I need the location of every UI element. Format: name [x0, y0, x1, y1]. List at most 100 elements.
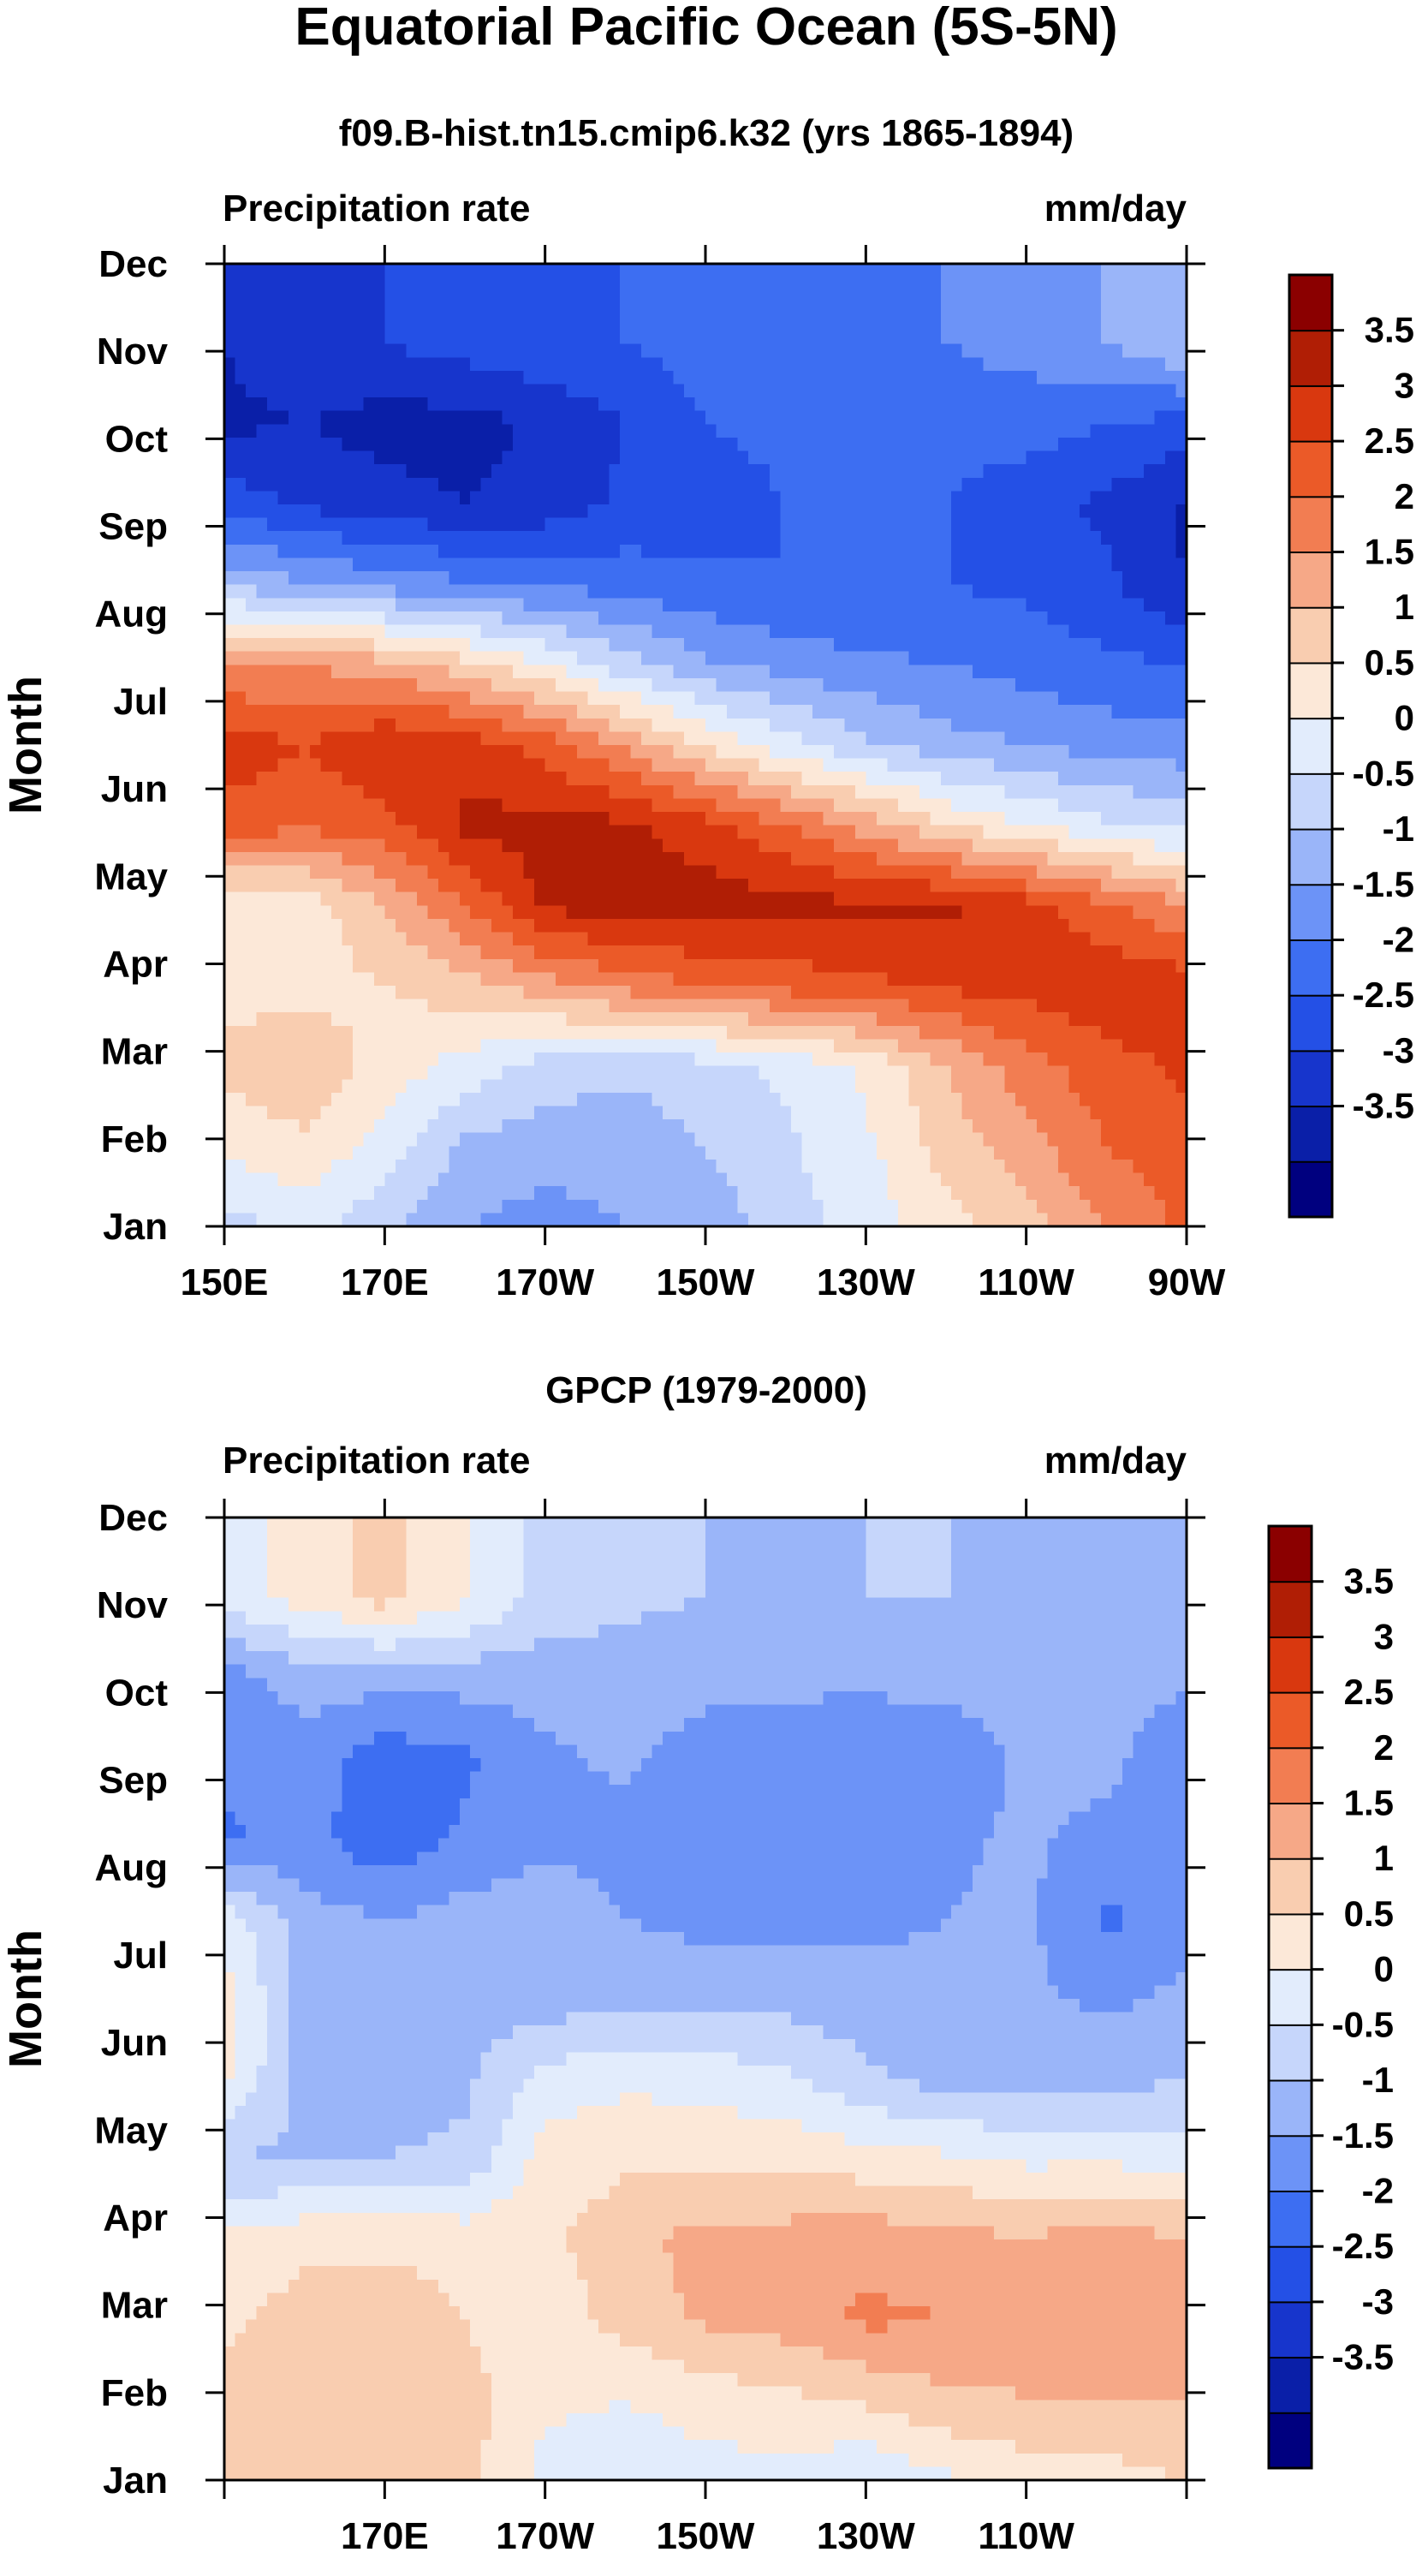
heatmap-cell [1144, 397, 1156, 412]
heatmap-cell [320, 397, 332, 412]
heatmap-cell [320, 571, 332, 586]
heatmap-cell [1101, 784, 1113, 800]
heatmap-cell [277, 264, 289, 278]
heatmap-cell [566, 891, 578, 906]
heatmap-cell [940, 851, 952, 867]
heatmap-cell [769, 357, 782, 372]
heatmap-cell [663, 584, 675, 599]
heatmap-cell [1004, 851, 1016, 867]
heatmap-cell [320, 277, 332, 291]
heatmap-cell [620, 331, 632, 345]
heatmap-cell [769, 784, 782, 800]
heatmap-cell [609, 277, 621, 291]
heatmap-cell [801, 918, 813, 933]
heatmap-cell [373, 357, 385, 372]
heatmap-cell [363, 397, 375, 412]
heatmap-cell [330, 731, 342, 746]
heatmap-cell [652, 758, 663, 772]
heatmap-cell [726, 584, 739, 599]
heatmap-cell [1090, 624, 1102, 639]
heatmap-cell [1154, 317, 1166, 331]
heatmap-cell [897, 370, 909, 385]
heatmap-cell [673, 277, 685, 291]
heatmap-cell [427, 343, 439, 358]
heatmap-cell [1058, 784, 1070, 800]
heatmap-cell [566, 932, 578, 946]
heatmap-cell [854, 357, 866, 372]
heatmap-cell [694, 517, 706, 532]
heatmap-cell [1068, 905, 1080, 920]
heatmap-cell [951, 410, 963, 425]
heatmap-cell [684, 343, 696, 358]
heatmap-cell [1154, 290, 1166, 305]
heatmap-cell [1026, 718, 1038, 732]
heatmap-cell [876, 410, 888, 425]
heatmap-cell [630, 691, 642, 706]
heatmap-cell [352, 651, 364, 665]
heatmap-cell [833, 277, 845, 291]
heatmap-cell [726, 331, 739, 345]
heatmap-cell [887, 477, 899, 492]
heatmap-cell [844, 745, 856, 760]
heatmap-cell [994, 879, 1006, 893]
heatmap-cell [1058, 531, 1070, 546]
heatmap-cell [961, 558, 973, 572]
heatmap-cell [373, 277, 385, 291]
heatmap-cell [716, 504, 728, 519]
heatmap-cell [951, 303, 963, 319]
heatmap-cell [652, 357, 663, 372]
heatmap-cell [833, 651, 845, 665]
heatmap-cell [897, 798, 909, 813]
heatmap-cell [630, 611, 642, 626]
heatmap-cell [919, 638, 931, 653]
heatmap-cell [566, 986, 578, 1000]
heatmap-cell [983, 838, 995, 853]
heatmap-cell [844, 851, 856, 867]
heatmap-cell [620, 343, 632, 358]
heatmap-cell [769, 838, 782, 853]
heatmap-cell [1165, 290, 1177, 305]
heatmap-cell [266, 718, 279, 732]
heatmap-cell [235, 424, 247, 438]
heatmap-cell [705, 558, 717, 572]
heatmap-cell [277, 464, 289, 479]
heatmap-cell [427, 558, 439, 572]
heatmap-cell [652, 784, 663, 800]
heatmap-cell [940, 825, 952, 839]
heatmap-cell [373, 410, 385, 425]
heatmap-cell [726, 638, 739, 653]
heatmap-cell [663, 491, 675, 505]
heatmap-cell [427, 651, 439, 665]
heatmap-cell [994, 677, 1006, 693]
heatmap-cell [416, 638, 428, 653]
heatmap-cell [973, 504, 985, 519]
heatmap-cell [534, 437, 546, 452]
heatmap-cell [652, 477, 663, 492]
heatmap-cell [790, 477, 802, 492]
heatmap-cell [705, 972, 717, 987]
heatmap-cell [951, 638, 963, 653]
heatmap-cell [769, 879, 782, 893]
heatmap-cell [737, 343, 749, 358]
heatmap-cell [1165, 317, 1177, 331]
heatmap-cell [1165, 517, 1177, 532]
heatmap-cell [342, 851, 354, 867]
heatmap-cell [245, 812, 258, 826]
heatmap-cell [876, 611, 888, 626]
heatmap-cell [833, 758, 845, 772]
heatmap-cell [1058, 958, 1070, 973]
heatmap-cell [663, 517, 675, 532]
heatmap-cell [491, 651, 503, 665]
heatmap-cell [513, 718, 525, 732]
heatmap-cell [1154, 598, 1166, 612]
heatmap-cell [395, 825, 407, 839]
heatmap-cell [897, 357, 909, 372]
heatmap-cell [395, 677, 407, 693]
heatmap-cell [556, 718, 568, 732]
heatmap-cell [663, 424, 675, 438]
heatmap-cell [566, 397, 578, 412]
heatmap-cell [299, 945, 311, 960]
heatmap-cell [737, 384, 749, 398]
heatmap-cell [866, 598, 878, 612]
heatmap-cell [437, 677, 449, 693]
